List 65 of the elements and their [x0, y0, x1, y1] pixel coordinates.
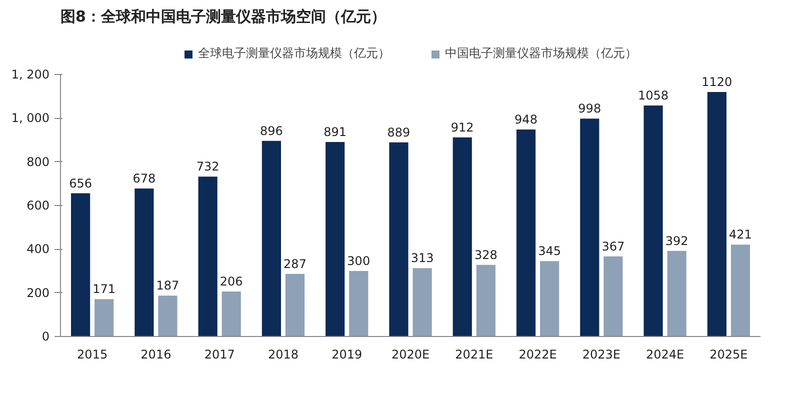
bar — [222, 292, 241, 336]
bar — [580, 118, 600, 336]
bar — [707, 92, 726, 336]
x-tick-label: 2018 — [268, 348, 299, 362]
bar — [262, 140, 281, 336]
data-label: 345 — [538, 244, 561, 258]
data-label: 678 — [132, 171, 156, 186]
y-tick-label: 1, 200 — [11, 68, 50, 82]
x-tick-label: 2020E — [391, 348, 430, 362]
bar — [452, 137, 472, 336]
x-tick-label: 2024E — [646, 348, 684, 362]
bar — [134, 188, 154, 336]
data-label: 287 — [284, 256, 306, 271]
data-label: 421 — [729, 228, 752, 242]
data-label: 187 — [156, 278, 180, 293]
data-label: 889 — [387, 125, 410, 140]
data-label: 732 — [196, 160, 220, 174]
x-tick-label: 2021E — [455, 348, 494, 362]
data-label: 912 — [450, 120, 474, 134]
bar — [476, 264, 496, 336]
bar — [667, 250, 686, 336]
x-tick-label: 2015 — [77, 348, 108, 362]
data-label: 656 — [69, 176, 92, 190]
data-label: 1058 — [638, 88, 669, 103]
data-label: 392 — [665, 234, 688, 248]
data-label: 300 — [347, 254, 370, 268]
x-tick-label: 2016 — [140, 348, 172, 362]
y-tick-label: 200 — [26, 286, 50, 300]
legend-label: 全球电子测量仪器市场规模（亿元） — [198, 45, 390, 62]
x-tick-label: 2017 — [204, 348, 235, 362]
bar — [285, 274, 305, 336]
bar — [730, 244, 750, 336]
data-label: 171 — [92, 282, 116, 296]
bar — [389, 142, 408, 336]
legend-label: 中国电子测量仪器市场规模（亿元） — [445, 45, 637, 62]
bar — [198, 176, 218, 336]
chart-title: 图8：全球和中国电子测量仪器市场空间（亿元） — [60, 8, 386, 26]
y-tick-label: 800 — [26, 154, 50, 169]
data-label: 328 — [474, 248, 498, 262]
bar — [158, 296, 178, 336]
bar — [516, 130, 536, 336]
data-label: 206 — [220, 274, 243, 289]
data-label: 998 — [578, 102, 602, 116]
y-tick-label: 600 — [26, 198, 50, 212]
data-label: 1120 — [702, 74, 732, 89]
x-tick-label: 2022E — [518, 348, 557, 362]
bar — [644, 106, 663, 336]
bar — [412, 268, 432, 336]
x-tick-label: 2019 — [332, 348, 362, 362]
y-tick-label: 0 — [42, 330, 50, 344]
bar — [604, 256, 623, 336]
data-label: 313 — [410, 251, 434, 266]
bar — [94, 299, 114, 336]
data-label: 367 — [602, 239, 625, 254]
bar — [326, 142, 345, 336]
x-tick-label: 2023E — [582, 348, 620, 362]
bar — [71, 193, 90, 336]
bar — [349, 271, 368, 336]
y-tick-label: 1, 000 — [11, 111, 50, 126]
data-label: 896 — [260, 124, 283, 138]
data-label: 948 — [514, 112, 538, 127]
x-tick-label: 2025E — [710, 348, 748, 362]
bar — [540, 261, 560, 336]
y-tick-label: 400 — [26, 242, 50, 256]
data-label: 891 — [324, 124, 347, 139]
